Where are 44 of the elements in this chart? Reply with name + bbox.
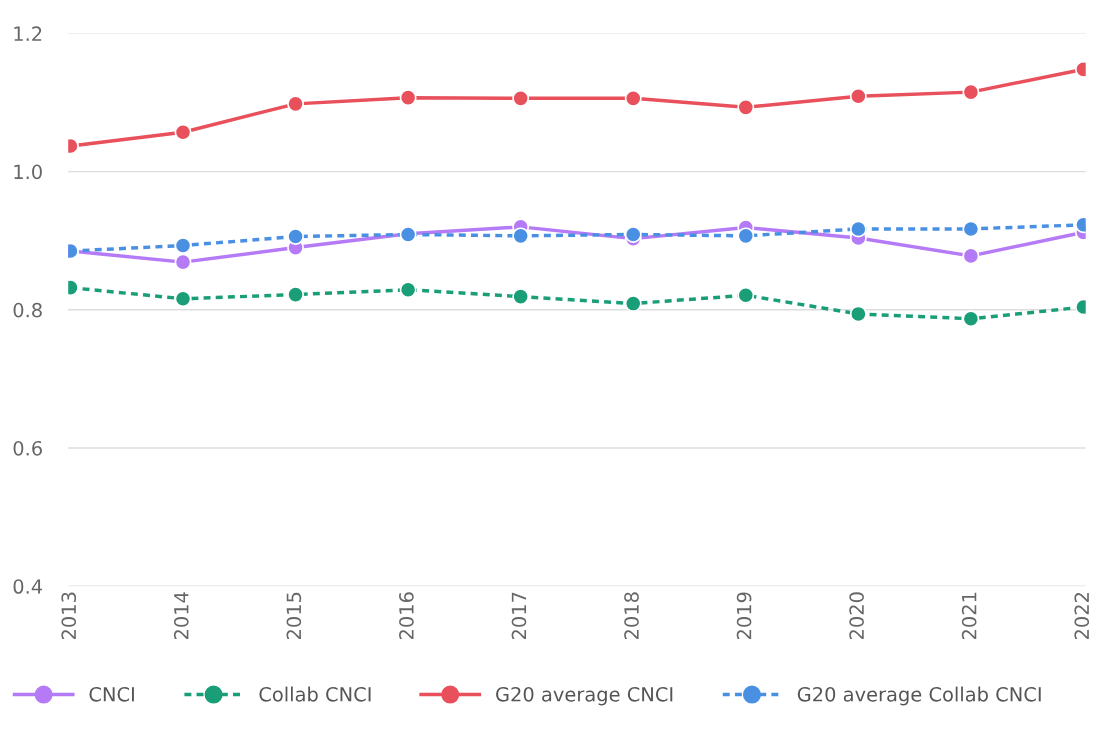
y-tick-label: 1.0	[14, 164, 42, 180]
point	[287, 228, 305, 246]
x-tick-label: 2019	[736, 592, 752, 640]
point	[174, 123, 192, 141]
point	[512, 89, 530, 107]
point	[287, 286, 305, 304]
point	[287, 95, 305, 113]
point	[624, 89, 642, 107]
x-tick-label: 2013	[61, 592, 77, 640]
point	[962, 310, 980, 328]
point	[624, 295, 642, 313]
point	[962, 83, 980, 101]
legend-label: G20 average CNCI	[496, 686, 673, 706]
point	[512, 227, 530, 245]
x-tick-label: 2015	[286, 592, 302, 640]
x-tick-label: 2014	[173, 592, 189, 640]
point	[174, 237, 192, 254]
x-tick-label: 2017	[511, 592, 527, 640]
point	[737, 286, 755, 304]
legend-label: CNCI	[89, 686, 134, 702]
point	[962, 247, 980, 265]
point	[737, 98, 755, 116]
x-tick-label: 2016	[399, 592, 414, 640]
point	[849, 305, 867, 323]
point	[624, 225, 642, 243]
legend-label: G20 average Collab CNCI	[797, 686, 1041, 706]
point	[737, 227, 755, 245]
x-tick-label: 2018	[624, 592, 639, 640]
point	[399, 89, 417, 107]
point	[174, 253, 192, 271]
y-tick-label: 0.8	[13, 302, 42, 318]
point	[174, 290, 192, 308]
point	[512, 288, 530, 306]
point	[962, 220, 980, 238]
y-tick-label: 1.2	[14, 26, 42, 41]
x-tick-label: 2021	[961, 592, 977, 640]
x-tick-label: 2022	[1074, 592, 1090, 640]
point	[849, 87, 867, 105]
y-tick-label: 0.4	[13, 579, 43, 594]
legend-label: Collab CNCI	[259, 686, 371, 702]
point	[849, 220, 867, 238]
point	[399, 281, 417, 299]
y-tick-label: 0.6	[13, 440, 42, 456]
x-tick-label: 2020	[849, 592, 864, 640]
